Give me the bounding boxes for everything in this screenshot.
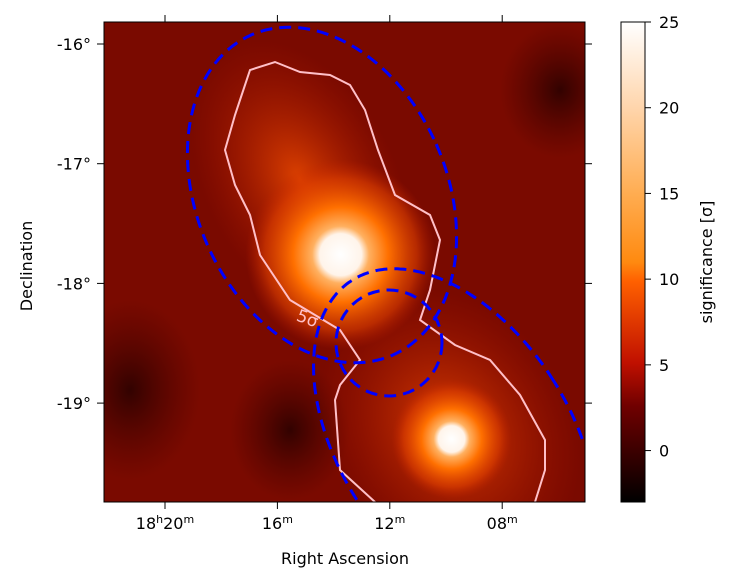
source-peak (391, 379, 512, 500)
y-tick-label: -19° (57, 394, 91, 413)
x-tick-label: 16m (262, 513, 293, 533)
heatmap-image: 5σ (104, 22, 585, 502)
colorbar (620, 21, 646, 503)
source-peak (245, 159, 436, 350)
x-tick-label: 08m (487, 513, 518, 533)
colorbar-tick-label: 20 (659, 99, 679, 118)
colorbar-tick-label: 0 (659, 442, 669, 461)
low-significance-region (104, 300, 200, 480)
low-significance-region (500, 22, 585, 158)
colorbar-ticks: 25 20 15 10 5 0 (645, 13, 679, 461)
y-tick-label: -17° (57, 155, 91, 174)
y-axis-label: Declination (17, 221, 36, 311)
x-tick-label: 18h20m (136, 513, 194, 533)
plot-frame (103, 21, 586, 503)
colorbar-tick-label: 5 (659, 356, 669, 375)
colorbar-tick-label: 25 (659, 13, 679, 32)
colorbar-tick-label: 10 (659, 270, 679, 289)
x-axis: 18h20m 16m 12m 08m (136, 15, 518, 533)
source-region-ellipse-2 (311, 267, 585, 501)
5-sigma-contour (223, 60, 546, 502)
y-axis: -16° -17° -18° -19° (57, 35, 592, 413)
x-axis-label: Right Ascension (281, 549, 409, 568)
y-tick-label: -18° (57, 274, 91, 293)
source-region-circle (334, 288, 444, 398)
y-tick-label: -16° (57, 35, 91, 54)
x-tick-label: 12m (374, 513, 405, 533)
colorbar-label: significance [σ] (697, 201, 716, 324)
colorbar-tick-label: 15 (659, 184, 679, 203)
